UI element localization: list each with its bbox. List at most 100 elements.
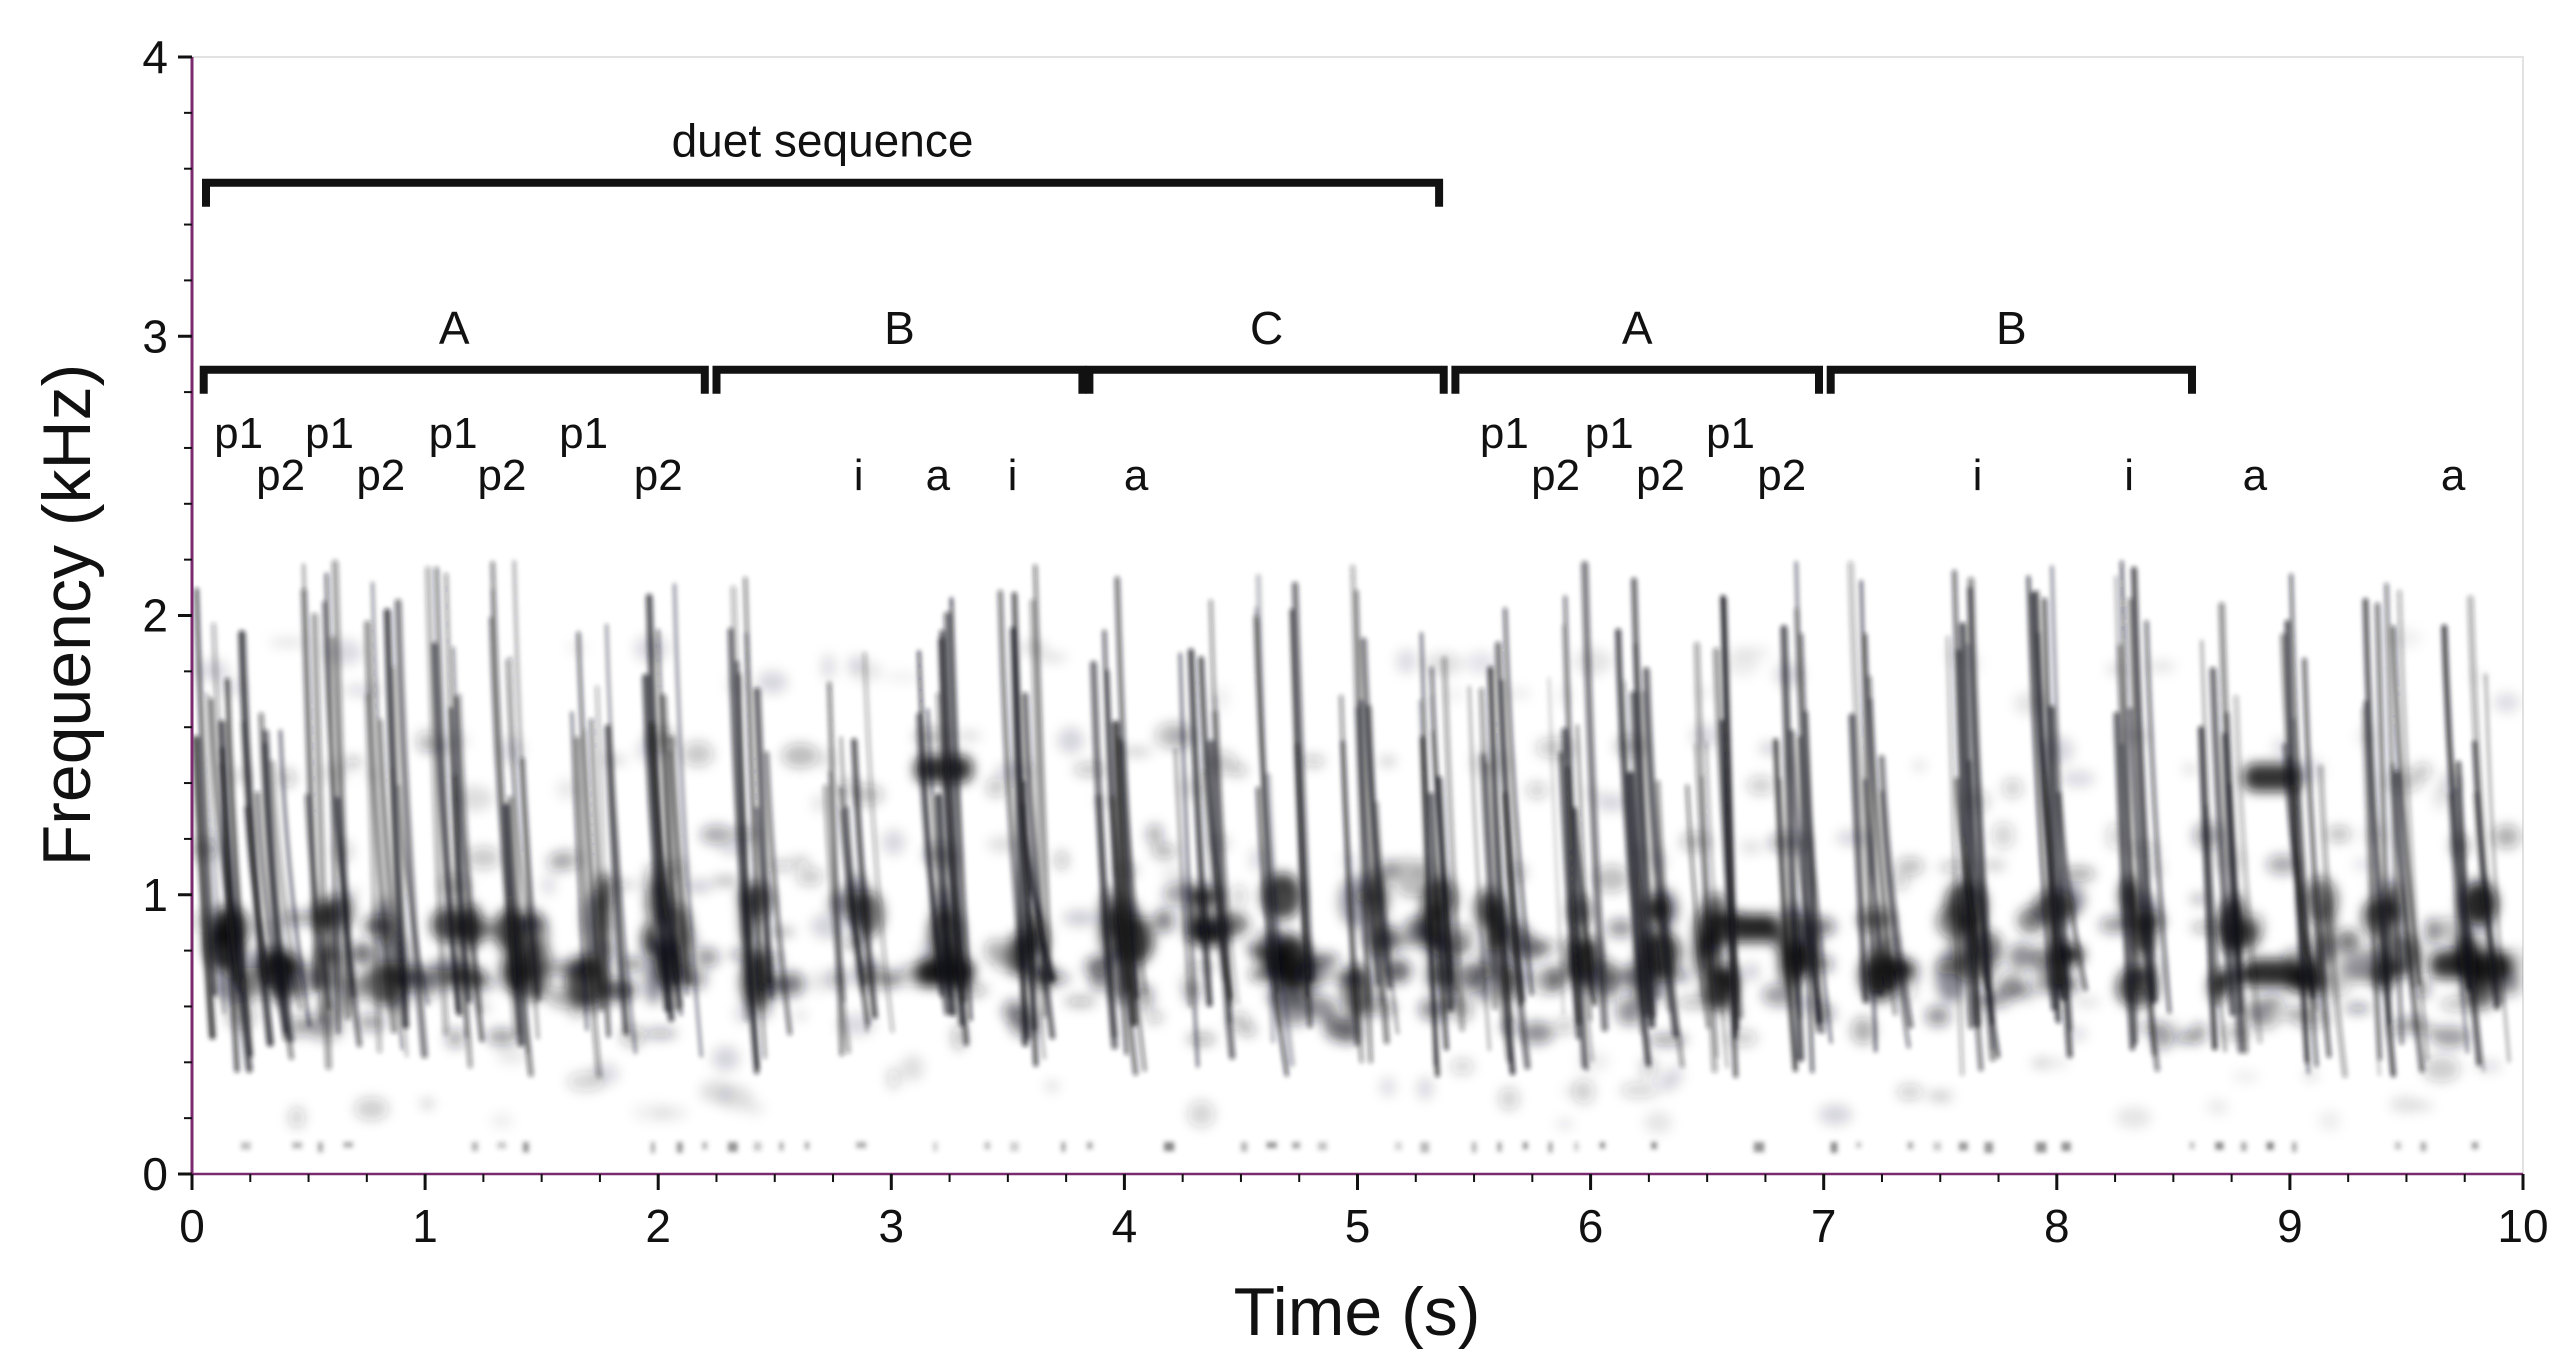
spectrogram-blob-253 [1450, 1058, 1474, 1075]
spectrogram-blob-168 [1055, 850, 1068, 870]
spectrogram-blob-414 [2248, 1002, 2281, 1030]
spectrogram-blob-18 [289, 1106, 305, 1129]
bracket-label-2: B [884, 302, 915, 354]
spectrogram-blob-28 [345, 887, 361, 897]
spectrogram-blob-130 [822, 653, 835, 681]
syllable-streak-10-8 [917, 650, 943, 997]
syllable-streak-9-2 [823, 784, 851, 1054]
spectrogram-blob-53 [466, 846, 501, 870]
spectrogram-blob-370 [2033, 946, 2048, 972]
syllable-label-8: i [854, 451, 864, 500]
syllable-streak-1-6 [240, 720, 269, 983]
spectrogram-blob-125 [796, 867, 824, 886]
syllable-streak-22-2 [1864, 633, 1882, 996]
spectrogram-blob-273 [1555, 1018, 1575, 1035]
syllable-label-3: p2 [356, 451, 405, 500]
syllable-streak-23-4 [1946, 635, 1965, 1076]
x-tick-label-1: 1 [412, 1200, 438, 1252]
syllable-streak-22-3 [1869, 698, 1893, 989]
noise-speck-493 [1292, 1142, 1301, 1149]
syllable-streak-28-3 [2374, 602, 2392, 1025]
syllable-streak-20-5 [1693, 641, 1718, 1073]
spectrogram-blob-339 [1892, 872, 1909, 891]
spectrogram-blob-99 [695, 947, 719, 967]
syllable-label-21: a [2441, 451, 2466, 500]
syllable-streak-3-3 [364, 620, 398, 1034]
syllable-streak-25-4 [2113, 711, 2136, 1051]
noise-speck-478 [676, 1142, 683, 1153]
spectrogram-blob-187 [1152, 844, 1176, 859]
syllable-streak-21-4 [1773, 738, 1798, 1072]
noise-speck-472 [317, 1142, 323, 1153]
x-tick-label-9: 9 [2277, 1200, 2303, 1252]
syllable-streak-10-0 [949, 597, 973, 1022]
syllable-streak-19-2 [1631, 577, 1657, 1019]
syllable-streak-3-0 [392, 666, 410, 992]
syllable-streak-28-7 [2362, 598, 2396, 1078]
syllable-core-2-4 [322, 894, 344, 946]
syllable-streak-13-8 [1201, 770, 1225, 982]
spectrogram-blob-156 [986, 777, 1006, 798]
syllable-streak-9-6 [851, 738, 878, 1019]
syllable-streak-21-8 [1794, 561, 1819, 1033]
syllable-streak-4-5 [448, 707, 472, 1003]
syllable-streak-7-4 [642, 673, 671, 1013]
spectrogram-blob-92 [652, 1105, 688, 1121]
syllable-streak-29-5 [2448, 792, 2469, 1054]
syllable-streak-19-3 [1629, 690, 1650, 1017]
syllable-streak-24-4 [2057, 791, 2088, 992]
noise-speck-511 [2035, 1142, 2047, 1153]
syllable-streak-26-0 [2209, 667, 2236, 1017]
spectrogram-blob-220 [1305, 953, 1340, 966]
spectrogram-blob-360 [1976, 995, 2012, 1008]
syllable-streak-29-3 [2455, 760, 2482, 1067]
syllable-streak-7-6 [673, 583, 703, 1058]
spectrogram-blob-454 [2422, 1055, 2460, 1082]
spectrogram-blob-431 [2326, 826, 2351, 843]
syllable-streak-25-8 [2117, 644, 2144, 994]
spectrogram-blob-196 [1186, 961, 1217, 972]
spectrogram-blob-382 [2073, 997, 2101, 1008]
syllable-streak-28-1 [2361, 708, 2381, 1077]
noise-speck-507 [1907, 1142, 1914, 1149]
syllable-label-16: p1 [1706, 409, 1755, 458]
syllable-streak-12-5 [1116, 736, 1147, 1072]
spectrogram-blob-3 [197, 660, 229, 681]
syllable-streak-10-6 [938, 637, 966, 1027]
syllable-streak-6-0 [595, 685, 612, 1037]
spectrogram-blob-171 [1064, 996, 1096, 1007]
x-tick-label-0: 0 [179, 1200, 205, 1252]
syllable-streak-3-5 [383, 608, 409, 1029]
syllable-streak-16-6 [1420, 632, 1437, 1067]
syllable-streak-27-6 [2302, 657, 2332, 1059]
spectrogram-blob-268 [1526, 782, 1548, 799]
syllable-streak-21-5 [1798, 736, 1814, 1073]
spectrogram-blob-66 [552, 850, 583, 870]
spectrogram-blob-468 [2494, 693, 2520, 713]
syllable-streak-2-8 [334, 796, 363, 1048]
syllable-streak-0-4 [205, 692, 226, 1015]
y-tick-label-3: 3 [142, 310, 168, 362]
syllable-streak-6-6 [574, 736, 603, 1079]
spectrogram-blob-467 [2493, 824, 2521, 849]
syllable-streak-22-7 [1878, 755, 1914, 1029]
syllable-streak-1-7 [262, 729, 295, 1043]
syllable-streak-7-5 [646, 593, 675, 1022]
syllable-streak-4-0 [453, 695, 485, 1043]
y-tick-label-1: 1 [142, 869, 168, 921]
spectrogram-blob-30 [350, 942, 375, 965]
spectrogram-blob-318 [1731, 646, 1772, 659]
spectrogram-blob-88 [644, 1028, 677, 1039]
syllable-streak-4-6 [424, 566, 450, 1036]
x-tick-label-7: 7 [1811, 1200, 1837, 1252]
syllable-streak-17-5 [1487, 666, 1516, 1076]
spectrogram-blob-67 [556, 779, 578, 800]
spectrogram-blob-289 [1606, 918, 1635, 938]
spectrogram-blob-348 [1939, 1090, 1956, 1104]
syllable-label-1: p2 [256, 451, 305, 500]
syllable-streak-19-4 [1640, 690, 1672, 1013]
syllable-streak-6-8 [605, 623, 637, 1055]
spectrogram-blob-120 [770, 860, 794, 872]
syllable-streak-8-3 [743, 576, 763, 989]
